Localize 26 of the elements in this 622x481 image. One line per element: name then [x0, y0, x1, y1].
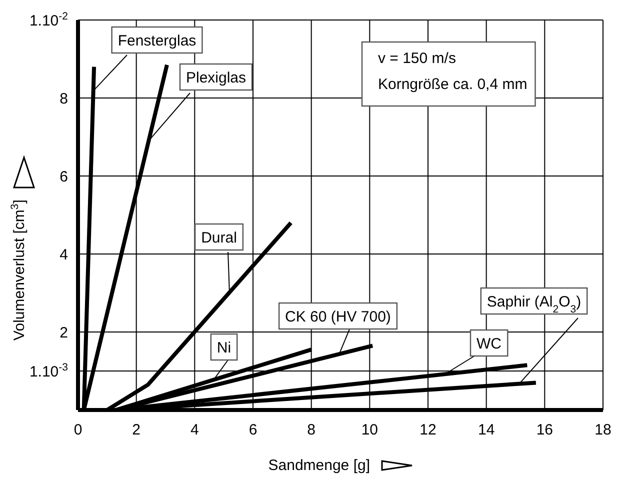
y-tick-label: 2	[60, 324, 68, 342]
series-label: CK 60 (HV 700)	[285, 308, 391, 326]
series-label: Fensterglas	[118, 32, 196, 50]
x-tick-label: 16	[536, 422, 554, 439]
x-tick-label: 12	[420, 422, 436, 439]
series-label: WC	[476, 335, 502, 352]
text: Saphir (Al$_{2}$O$_{3}$)	[486, 293, 582, 316]
x-tick-label: 18	[594, 422, 612, 439]
x-tick-label: 8	[307, 422, 316, 439]
x-tick-label: 14	[478, 422, 495, 439]
x-tick-label: 2	[132, 422, 141, 439]
y-tick-label: 4	[60, 246, 68, 264]
series-label: Ni	[216, 339, 232, 356]
y-tick-label: 1.10$^{-3}$	[29, 361, 68, 380]
annotation: Korngröße ca. 0,4 mm	[378, 76, 528, 93]
series-label: Plexiglas	[186, 69, 246, 86]
y-tick-label: 1.10$^{-2}$	[29, 10, 68, 30]
x-tick-label: 4	[190, 422, 199, 439]
annotation: v = 150 m/s	[378, 50, 456, 67]
x-axis-title: Sandmenge [g]	[268, 457, 370, 474]
y-tick-label: 6	[60, 168, 68, 186]
x-tick-label: 10	[361, 422, 378, 439]
series-label: Dural	[201, 229, 237, 246]
x-tick-label: 6	[248, 422, 258, 439]
y-tick-label: 8	[60, 90, 68, 108]
x-tick-label: 0	[74, 422, 82, 439]
